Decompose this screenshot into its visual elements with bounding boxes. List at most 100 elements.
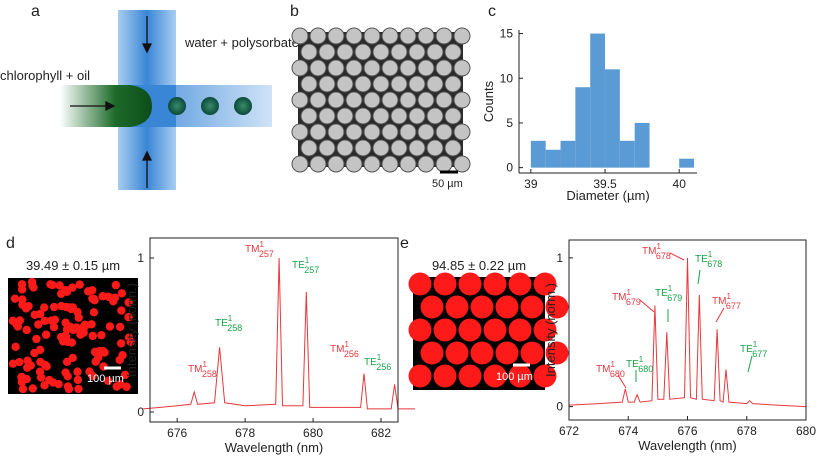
droplet bbox=[533, 364, 557, 388]
mode-label: TE1 257 bbox=[292, 256, 319, 275]
inset-image bbox=[408, 272, 569, 390]
droplet bbox=[470, 341, 494, 365]
droplet bbox=[69, 325, 78, 335]
droplet bbox=[17, 285, 27, 294]
droplet bbox=[399, 91, 417, 109]
panel-label: d bbox=[6, 235, 15, 252]
droplet bbox=[327, 91, 345, 109]
droplet bbox=[435, 91, 453, 109]
droplet bbox=[483, 318, 507, 342]
droplet bbox=[435, 123, 453, 141]
annotation-arrow bbox=[697, 269, 701, 285]
droplet bbox=[124, 312, 133, 322]
droplet bbox=[336, 43, 354, 61]
droplet bbox=[508, 318, 532, 342]
droplet bbox=[291, 91, 309, 109]
droplet bbox=[327, 27, 345, 45]
mode-order: 1 bbox=[344, 340, 349, 349]
droplet bbox=[300, 139, 318, 157]
droplet bbox=[291, 59, 309, 77]
droplet bbox=[390, 139, 408, 157]
droplet bbox=[354, 139, 372, 157]
mode-name: TM bbox=[330, 344, 344, 355]
droplet bbox=[545, 295, 569, 319]
droplet bbox=[372, 75, 390, 93]
mode-name: TM bbox=[245, 244, 259, 255]
mode-name: TE bbox=[626, 359, 639, 370]
mode-label: TM1 680 bbox=[596, 360, 625, 379]
droplet bbox=[444, 139, 462, 157]
bar bbox=[679, 158, 695, 168]
droplet bbox=[115, 380, 125, 389]
bar bbox=[590, 33, 606, 168]
droplet bbox=[64, 384, 74, 394]
droplet bbox=[41, 330, 51, 339]
droplet bbox=[408, 43, 426, 61]
droplet bbox=[508, 364, 532, 388]
droplet bbox=[336, 75, 354, 93]
droplet bbox=[103, 376, 113, 385]
mode-number: 677 bbox=[726, 301, 741, 311]
droplet bbox=[399, 59, 417, 77]
droplet bbox=[318, 139, 336, 157]
droplet bbox=[408, 364, 432, 388]
y-axis-label: Intensity (norm.) bbox=[543, 283, 558, 377]
droplet bbox=[88, 331, 97, 341]
mode-order: 1 bbox=[202, 360, 207, 369]
droplet bbox=[327, 123, 345, 141]
droplet bbox=[318, 75, 336, 93]
droplet bbox=[36, 357, 45, 367]
droplet bbox=[300, 107, 318, 125]
droplet bbox=[79, 328, 88, 337]
droplet bbox=[291, 155, 309, 173]
droplet bbox=[111, 280, 121, 290]
droplet bbox=[10, 294, 20, 303]
droplet bbox=[372, 139, 390, 157]
droplet bbox=[381, 91, 399, 109]
droplet bbox=[318, 107, 336, 125]
droplet bbox=[408, 75, 426, 93]
plot-frame bbox=[149, 237, 399, 423]
droplet bbox=[94, 353, 103, 362]
mode-name: TM bbox=[596, 364, 610, 375]
droplet bbox=[11, 342, 20, 352]
annotation-arrow bbox=[715, 307, 725, 323]
droplet bbox=[54, 379, 63, 389]
mode-name: TE bbox=[215, 318, 228, 329]
droplet bbox=[309, 123, 327, 141]
mode-label: TE1 680 bbox=[626, 355, 653, 374]
droplet bbox=[363, 59, 381, 77]
droplet bbox=[470, 295, 494, 319]
droplet bbox=[417, 155, 435, 173]
droplet bbox=[381, 155, 399, 173]
x-tick-label: 676 bbox=[167, 426, 187, 440]
droplet bbox=[109, 297, 118, 306]
droplet bbox=[32, 334, 41, 344]
droplet bbox=[115, 322, 125, 332]
droplet bbox=[124, 298, 133, 307]
droplet bbox=[435, 27, 453, 45]
spectrum-line bbox=[143, 257, 415, 410]
x-tick-label: 678 bbox=[235, 426, 255, 440]
droplet bbox=[300, 75, 318, 93]
mode-label: TE1 679 bbox=[655, 284, 682, 303]
droplet bbox=[399, 155, 417, 173]
droplet bbox=[372, 107, 390, 125]
mode-name: TM bbox=[642, 246, 656, 257]
droplet bbox=[55, 281, 64, 290]
droplet bbox=[87, 320, 96, 329]
microfluidic-diagram bbox=[60, 10, 272, 190]
panel-label: c bbox=[488, 3, 496, 20]
droplet bbox=[35, 367, 45, 376]
mode-number: 677 bbox=[752, 349, 767, 359]
droplet bbox=[115, 355, 124, 365]
droplet bbox=[372, 43, 390, 61]
mode-order: 1 bbox=[259, 240, 264, 249]
droplet bbox=[34, 320, 43, 329]
scale-bar-label: 50 µm bbox=[432, 178, 463, 190]
x-tick-label: 680 bbox=[796, 424, 816, 438]
droplet bbox=[520, 341, 544, 365]
x-tick-label: 40 bbox=[673, 177, 687, 191]
scale-bar-label: 100 µm bbox=[87, 373, 124, 385]
droplet bbox=[495, 295, 519, 319]
